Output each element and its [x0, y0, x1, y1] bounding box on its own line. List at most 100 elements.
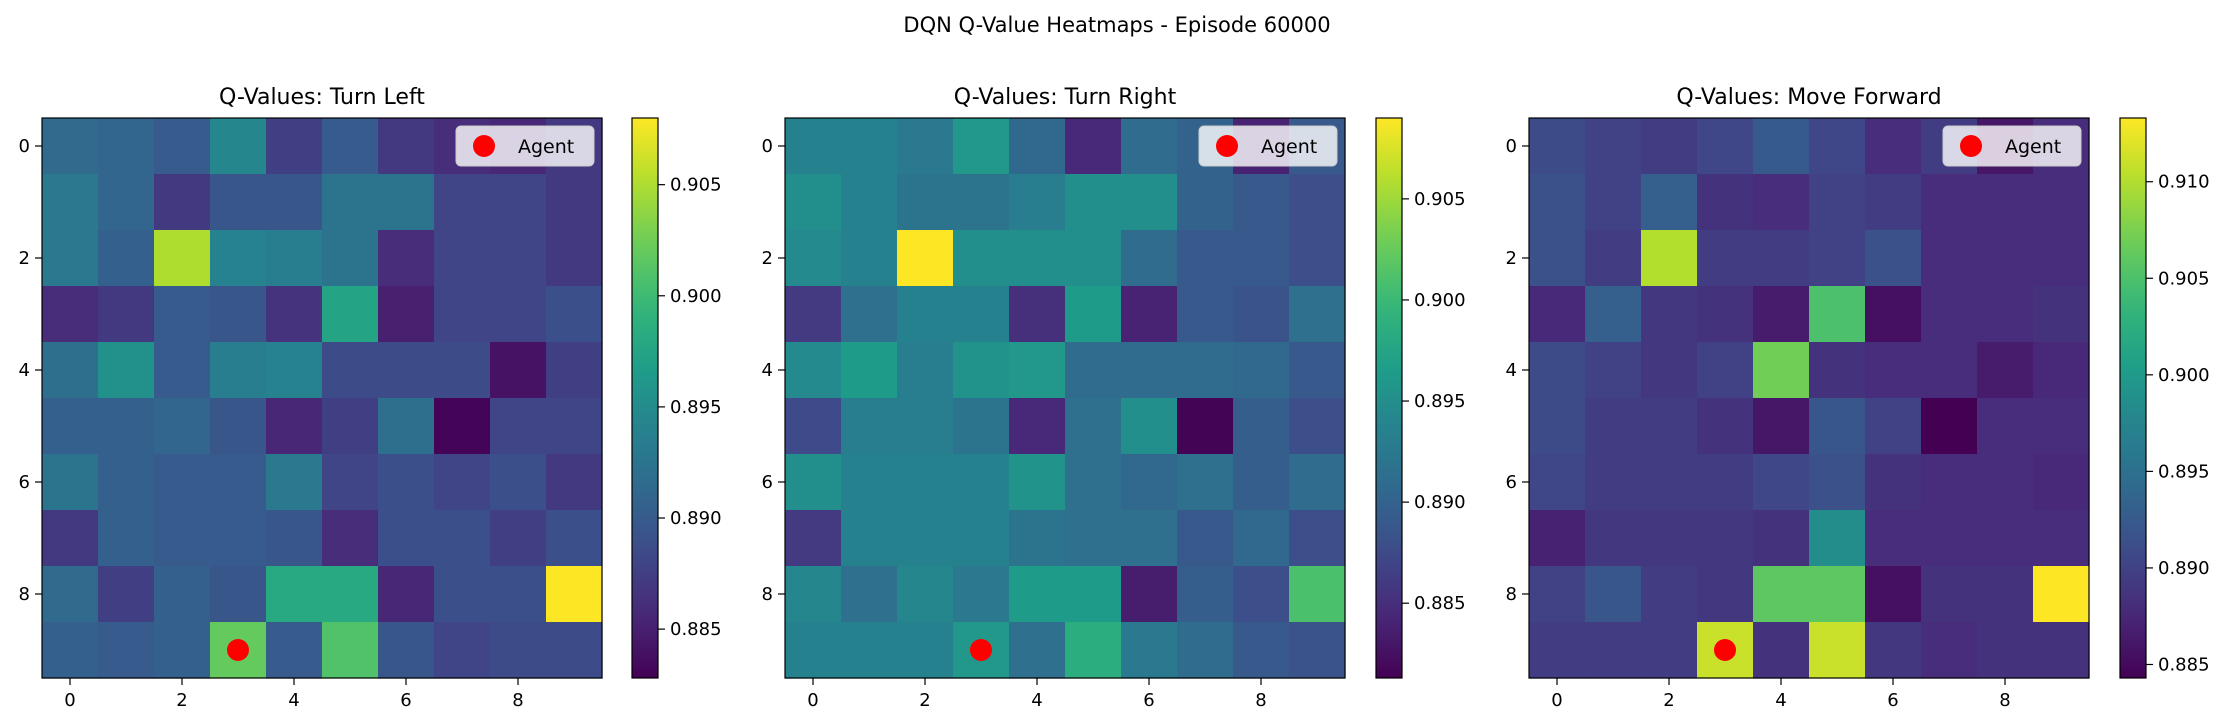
heatmap-cell: [953, 118, 1010, 175]
colorbar-tick-label: 0.905: [670, 175, 722, 196]
heatmap-cell: [210, 566, 267, 623]
heatmap-cell: [1809, 398, 1866, 455]
heatmap-cell: [841, 174, 898, 231]
colorbar-tick-label: 0.905: [2158, 268, 2210, 289]
heatmap-cell: [378, 510, 435, 567]
heatmap-cell: [1289, 454, 1346, 511]
heatmap-cell: [322, 286, 379, 343]
heatmap-cell: [1585, 510, 1642, 567]
heatmap-cell: [1233, 174, 1290, 231]
heatmap-cell: [1529, 230, 1586, 287]
heatmap-cell: [1121, 398, 1178, 455]
heatmap-cell: [1977, 398, 2034, 455]
heatmap-cell: [210, 174, 267, 231]
heatmap-cell: [434, 510, 491, 567]
heatmap-cell: [378, 230, 435, 287]
heatmap-cell: [1921, 286, 1978, 343]
heatmap-cell: [953, 398, 1010, 455]
heatmap-cell: [785, 510, 842, 567]
heatmap-cell: [1865, 342, 1922, 399]
heatmap-cell: [1809, 454, 1866, 511]
panel-title: Q-Values: Turn Right: [954, 85, 1177, 110]
heatmap-cell: [378, 286, 435, 343]
heatmap-cell: [1977, 230, 2034, 287]
x-tick-label: 4: [1775, 690, 1786, 711]
heatmap-cell: [841, 454, 898, 511]
legend-box: [1942, 125, 2082, 167]
heatmap-cell: [785, 398, 842, 455]
heatmap-cell: [98, 174, 155, 231]
heatmap-cell: [1697, 454, 1754, 511]
heatmap-cell: [1809, 230, 1866, 287]
agent-marker: [227, 639, 249, 661]
heatmap-cell: [785, 454, 842, 511]
heatmap-cell: [98, 510, 155, 567]
heatmap-cell: [1065, 510, 1122, 567]
heatmap-cell: [1065, 118, 1122, 175]
heatmap-cell: [1753, 398, 1810, 455]
heatmap-cell: [1289, 622, 1346, 679]
x-tick-label: 8: [512, 690, 523, 711]
heatmap-cell: [1233, 230, 1290, 287]
heatmap-cell: [490, 286, 547, 343]
heatmap-cell: [1809, 118, 1866, 175]
heatmap-cell: [154, 174, 211, 231]
heatmap-cell: [98, 342, 155, 399]
heatmap-cell: [897, 398, 954, 455]
heatmap-cell: [1697, 342, 1754, 399]
heatmap-cell: [897, 566, 954, 623]
x-tick-label: 8: [1255, 690, 1266, 711]
heatmap-cell: [378, 118, 435, 175]
heatmap-cell: [546, 398, 603, 455]
heatmap-cell: [42, 174, 99, 231]
heatmap-cell: [897, 286, 954, 343]
heatmap-cell: [897, 230, 954, 287]
heatmap-cell: [266, 342, 323, 399]
heatmap-cell: [1065, 286, 1122, 343]
heatmap-cell: [98, 230, 155, 287]
heatmap-cell: [266, 230, 323, 287]
colorbar: [2119, 117, 2147, 679]
heatmap-cell: [378, 622, 435, 679]
heatmap-cell: [546, 566, 603, 623]
heatmap-cell: [42, 230, 99, 287]
x-tick-label: 6: [1143, 690, 1154, 711]
heatmap-cell: [1009, 286, 1066, 343]
heatmap-cell: [841, 342, 898, 399]
colorbar-tick-label: 0.900: [670, 286, 722, 307]
heatmap-cell: [1233, 622, 1290, 679]
heatmap-cell: [1065, 454, 1122, 511]
heatmap-cell: [378, 342, 435, 399]
heatmap-cell: [841, 230, 898, 287]
heatmap-cell: [1177, 454, 1234, 511]
heatmap-cell: [1753, 174, 1810, 231]
heatmap-cell: [1809, 286, 1866, 343]
y-tick-label: 2: [762, 248, 773, 269]
heatmap-cell: [322, 118, 379, 175]
heatmap-cell: [210, 398, 267, 455]
y-tick-label: 8: [19, 584, 30, 605]
heatmap-cell: [210, 118, 267, 175]
heatmap-cell: [434, 342, 491, 399]
heatmap-cell: [98, 566, 155, 623]
heatmap-cell: [1585, 342, 1642, 399]
heatmap-cell: [434, 398, 491, 455]
y-tick-label: 8: [1506, 584, 1517, 605]
heatmap-cell: [98, 622, 155, 679]
heatmap-cell: [1641, 566, 1698, 623]
x-tick-label: 2: [919, 690, 930, 711]
heatmap-cell: [1529, 454, 1586, 511]
heatmap-panel-turn-left: Q-Values: Turn Left 0 2 4 6 8 0 2 4 6 8 Agent 0.885 0…: [19, 85, 722, 711]
heatmap-cell: [322, 622, 379, 679]
heatmap-cell: [2033, 622, 2090, 679]
heatmap-cell: [1065, 174, 1122, 231]
heatmap-cell: [490, 174, 547, 231]
heatmap-cell: [953, 174, 1010, 231]
heatmap-cell: [1697, 118, 1754, 175]
heatmap-cell: [1921, 454, 1978, 511]
agent-marker: [1714, 639, 1736, 661]
y-tick-label: 0: [1506, 136, 1517, 157]
colorbar-tick-label: 0.890: [670, 508, 722, 529]
heatmap-cell: [897, 174, 954, 231]
heatmap-cell: [42, 398, 99, 455]
